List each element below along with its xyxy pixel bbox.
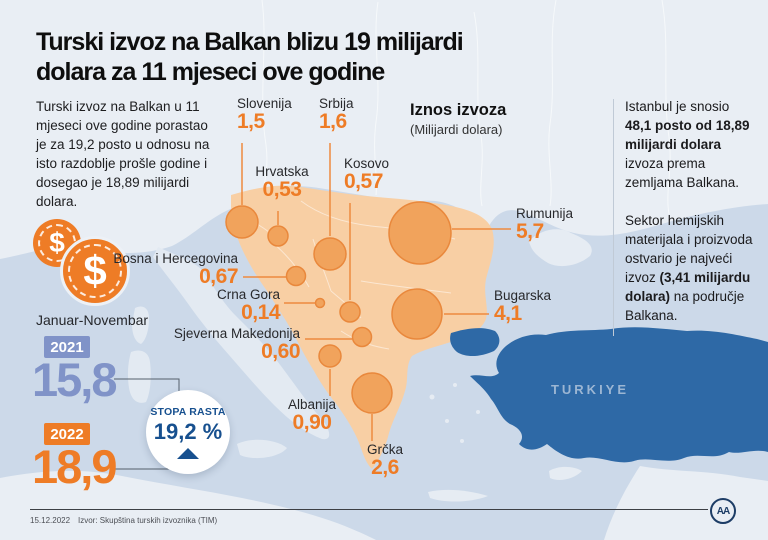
leader-lines-layer (241, 143, 511, 441)
crete-land (428, 489, 488, 502)
turkey-thrace-land (450, 328, 500, 357)
growth-rate-label: STOPA RASTA (150, 405, 226, 418)
period-label: Januar-Novembar (36, 312, 149, 328)
agency-logo: AA (710, 498, 736, 524)
corsica-land (132, 306, 149, 344)
connector-2021 (114, 378, 180, 392)
crimea-land (529, 229, 592, 267)
bubble-kosovo (339, 301, 361, 323)
legend-title: Iznos izvoza (410, 101, 507, 119)
italy-land (153, 247, 330, 440)
bubble-crna-gora (314, 297, 326, 309)
page-title: Turski izvoz na Balkan blizu 19 milijard… (36, 27, 596, 87)
north-africa-land (0, 470, 376, 540)
turkey-land (470, 327, 768, 463)
footer-divider (30, 509, 708, 510)
bubble-albanija (318, 344, 342, 368)
side-panel-paragraph-1: Istanbul je snosio 48,1 posto od 18,89 m… (625, 99, 750, 190)
year-badge-2021: 2021 (44, 336, 90, 358)
legend-subtitle: (Milijardi dolara) (410, 122, 503, 137)
bubble-bosna-i-hercegovina (285, 265, 307, 287)
bubble-srbija (313, 237, 347, 271)
coin-icon-big: $ (60, 236, 130, 306)
coin-ring (68, 244, 122, 298)
growth-rate-value: 19,2 % (153, 418, 223, 444)
year-badge-2022: 2022 (44, 423, 90, 445)
bubbles-layer (225, 201, 452, 414)
cyprus-land (549, 466, 582, 480)
bubble-gr-ka (351, 372, 393, 414)
bubble-sjeverna-makedonija (351, 326, 373, 348)
bubble-bugarska (391, 288, 443, 340)
sardinia-land (127, 350, 151, 403)
page-title-line1: Turski izvoz na Balkan blizu 19 milijard… (36, 28, 464, 56)
faint-borders (261, 0, 671, 215)
bubble-rumunija (388, 201, 452, 265)
side-panel-paragraph-2: Sektor hemijskih materijala i proizvoda … (625, 213, 753, 323)
turkey-label: TURKIYE (550, 382, 630, 397)
up-triangle-icon (177, 447, 199, 459)
europe-land (0, 0, 768, 259)
growth-rate-badge: STOPA RASTA 19,2 % (146, 390, 230, 474)
total-2021: 15,8 (32, 353, 117, 406)
sicily-land (237, 439, 287, 459)
side-panel: Istanbul je snosio 48,1 posto od 18,89 m… (625, 97, 758, 325)
map-legend: Iznos izvoza (Milijardi dolara) (410, 101, 506, 137)
intro-text: Turski izvoz na Balkan u 11 mjeseci ove … (36, 99, 210, 209)
bubble-hrvatska (267, 225, 289, 247)
aegean-islands (429, 383, 480, 443)
side-panel-separator (613, 99, 614, 336)
page-title-line2: dolara za 11 mjeseci ove godine (36, 58, 385, 86)
footer-date: 15.12.2022 (30, 516, 71, 525)
footer-source: Izvor: Skupština turskih izvoznika (TIM) (78, 516, 218, 525)
total-2022: 18,9 (32, 440, 117, 493)
bubble-slovenija (225, 205, 259, 239)
